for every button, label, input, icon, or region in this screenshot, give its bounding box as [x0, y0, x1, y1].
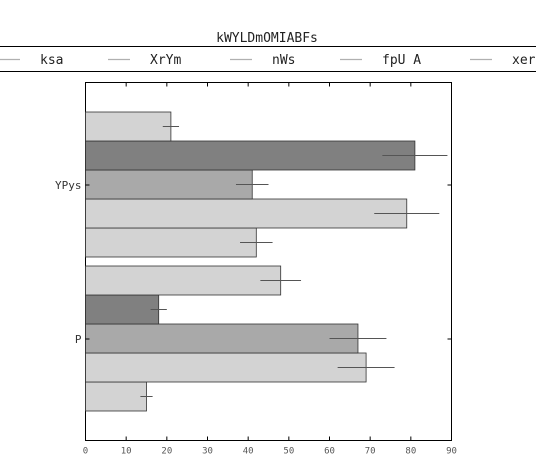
- xtick-label-70: 70: [365, 447, 376, 457]
- xtick-label-50: 50: [283, 447, 294, 457]
- bar-p-xer: [85, 265, 282, 296]
- bar-p-nws: [85, 323, 359, 354]
- plot-area: YPys P 0 10 20 30 40 50 60 70 80 90: [55, 82, 457, 457]
- xtick-label-40: 40: [243, 447, 254, 457]
- xtick-label-80: 80: [405, 447, 416, 457]
- xtick-label-0: 0: [83, 447, 88, 457]
- bar-ypys-ksa: [85, 227, 257, 258]
- bar-p-ksa: [85, 381, 147, 412]
- ytick-label-p: P: [75, 333, 82, 346]
- xtick-label-60: 60: [324, 447, 335, 457]
- xtick-label-10: 10: [121, 447, 132, 457]
- legend: ksa XrYm nWs fpU A xer: [0, 46, 536, 72]
- bar-p-fpu-a: [85, 294, 160, 325]
- bar-ypys-xer: [85, 111, 172, 142]
- legend-label-ksa: ksa: [40, 53, 63, 68]
- xtick-label-90: 90: [446, 447, 457, 457]
- bar-p-xrym: [85, 352, 367, 383]
- plot-frame: [85, 82, 452, 441]
- bar-ypys-xrym: [85, 198, 408, 229]
- legend-label-nws: nWs: [272, 53, 295, 68]
- xtick-label-20: 20: [161, 447, 172, 457]
- chart-title: kWYLDmOMIABFs: [216, 31, 318, 46]
- legend-label-xrym: XrYm: [150, 53, 181, 68]
- bar-ypys-fpu-a: [85, 140, 416, 171]
- legend-label-xer: xer: [512, 53, 536, 68]
- ytick-label-ypys: YPys: [55, 179, 82, 192]
- xtick-label-30: 30: [202, 447, 213, 457]
- legend-label-fpu-a: fpU A: [382, 53, 421, 68]
- bar-ypys-nws: [85, 169, 253, 200]
